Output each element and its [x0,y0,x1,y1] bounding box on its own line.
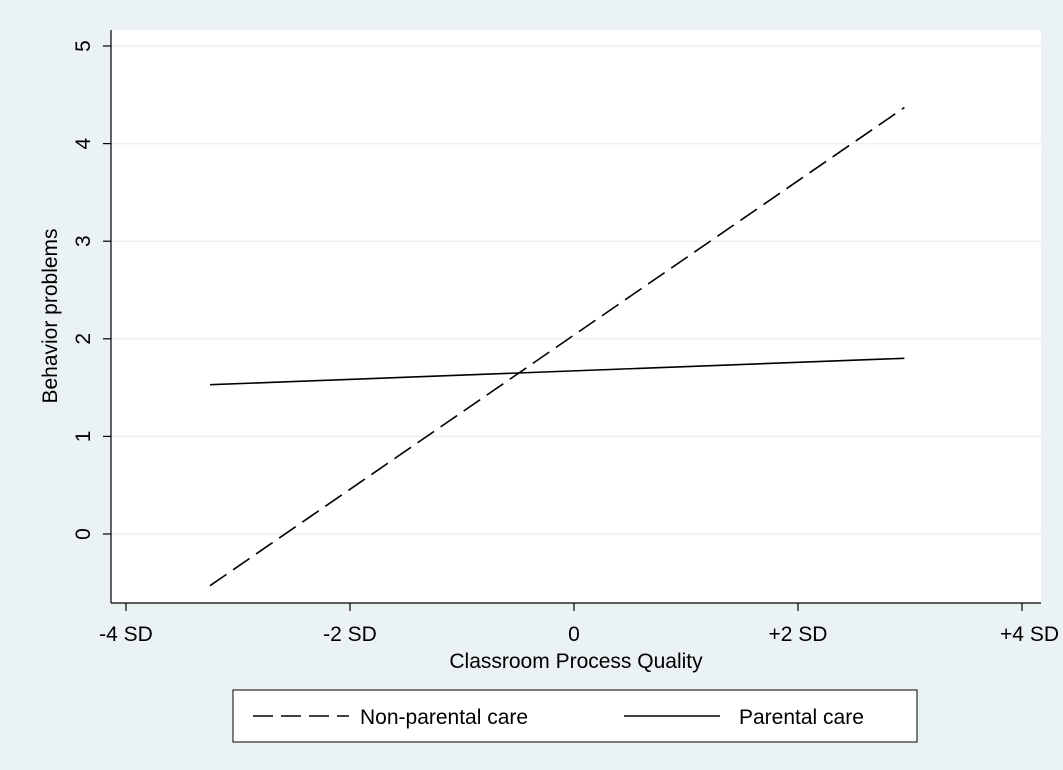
x-tick-label-0: -4 SD [99,623,153,646]
plot-area [111,30,1041,603]
x-axis-title: Classroom Process Quality [449,650,703,673]
y-tick-label-2: 2 [72,333,95,345]
legend-label-non-parental-care: Non-parental care [360,706,528,729]
legend-label-parental-care: Parental care [739,706,864,729]
y-tick-label-1: 1 [72,431,95,443]
x-tick-label-3: +2 SD [769,623,828,646]
y-tick-label-5: 5 [72,40,95,52]
y-axis-title: Behavior problems [39,228,62,403]
y-axis-ticks: 0 1 2 3 4 5 [72,40,111,540]
y-tick-label-4: 4 [72,137,95,149]
y-tick-label-3: 3 [72,235,95,247]
series-line-non-parental-care [209,106,905,587]
x-tick-label-1: -2 SD [323,623,377,646]
legend: Non-parental care Parental care [232,689,918,743]
gridlines [111,45,1041,535]
y-tick-label-0: 0 [72,528,95,540]
series-lines [209,106,905,587]
x-axis-ticks: -4 SD -2 SD 0 +2 SD +4 SD [99,603,1059,646]
series-line-parental-care [209,357,905,386]
axes [110,30,1041,604]
x-tick-label-2: 0 [568,623,580,646]
x-tick-label-4: +4 SD [1000,623,1059,646]
